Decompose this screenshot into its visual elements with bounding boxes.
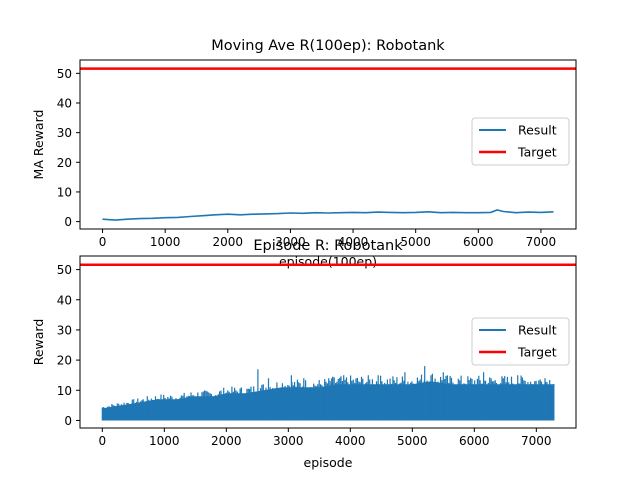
episode-reward-legend: Result Target — [471, 317, 570, 366]
moving-average-x-tick-label: 6000 — [463, 235, 494, 249]
episode-reward-plot-frame — [79, 255, 577, 429]
episode-reward-x-tick-label: 5000 — [397, 434, 428, 448]
moving-average-x-tick-label: 5000 — [400, 235, 431, 249]
episode-reward-x-tick-label: 6000 — [459, 434, 490, 448]
episode-reward-y-tick-label: 30 — [57, 323, 72, 337]
moving-average-x-tick-label: 4000 — [338, 235, 369, 249]
episode-reward-panel: 0 1000 2000 3000 4000 5000 6000 7000 0 10 20 30 40 50… — [31, 238, 577, 470]
episode-reward-y-tick-label: 0 — [64, 414, 72, 428]
episode-reward-y-tick-label: 40 — [57, 293, 72, 307]
moving-average-y-tick-label: 40 — [57, 96, 72, 110]
moving-average-x-tick-label: 7000 — [526, 235, 557, 249]
moving-average-x-tick-label: 1000 — [150, 235, 181, 249]
episode-reward-x-tick-label: 3000 — [273, 434, 304, 448]
moving-average-panel: 0 1000 2000 3000 4000 5000 6000 7000 0 10 20 30 40 50… — [31, 38, 577, 269]
episode-reward-x-axis-label: episode — [304, 455, 353, 470]
moving-average-plot-frame — [79, 59, 577, 230]
moving-average-y-tick-label: 10 — [57, 185, 72, 199]
episode-reward-legend-label-target: Target — [517, 345, 557, 360]
episode-reward-legend-label-result: Result — [518, 323, 557, 338]
moving-average-legend-label-target: Target — [517, 145, 557, 160]
moving-average-legend: Result Target — [471, 117, 570, 166]
moving-average-x-tick-label: 0 — [99, 235, 107, 249]
moving-average-legend-label-result: Result — [518, 123, 557, 138]
episode-reward-x-tick-label: 4000 — [335, 434, 366, 448]
moving-average-x-tick-label: 2000 — [213, 235, 244, 249]
episode-reward-y-tick-label: 10 — [57, 384, 72, 398]
episode-reward-x-tick-label: 0 — [98, 434, 106, 448]
moving-average-y-tick-label: 20 — [57, 156, 72, 170]
moving-average-result-line — [102, 209, 554, 221]
moving-average-title: Moving Ave R(100ep): Robotank — [211, 38, 445, 54]
episode-reward-title: Episode R: Robotank — [253, 238, 403, 254]
episode-reward-x-tick-label: 7000 — [521, 434, 552, 448]
episode-reward-x-tick-label: 2000 — [211, 434, 242, 448]
moving-average-y-tick-label: 30 — [57, 126, 72, 140]
moving-average-x-tick-label: 3000 — [275, 235, 306, 249]
episode-reward-y-axis-label: Reward — [31, 319, 46, 366]
moving-average-y-tick-label: 50 — [57, 67, 72, 81]
episode-reward-y-tick-label: 50 — [57, 263, 72, 277]
episode-reward-y-tick-label: 20 — [57, 354, 72, 368]
moving-average-y-tick-label: 0 — [64, 215, 72, 229]
moving-average-y-axis-label: MA Reward — [31, 110, 46, 180]
episode-reward-result-spikes — [101, 366, 555, 421]
episode-reward-x-tick-label: 1000 — [149, 434, 180, 448]
